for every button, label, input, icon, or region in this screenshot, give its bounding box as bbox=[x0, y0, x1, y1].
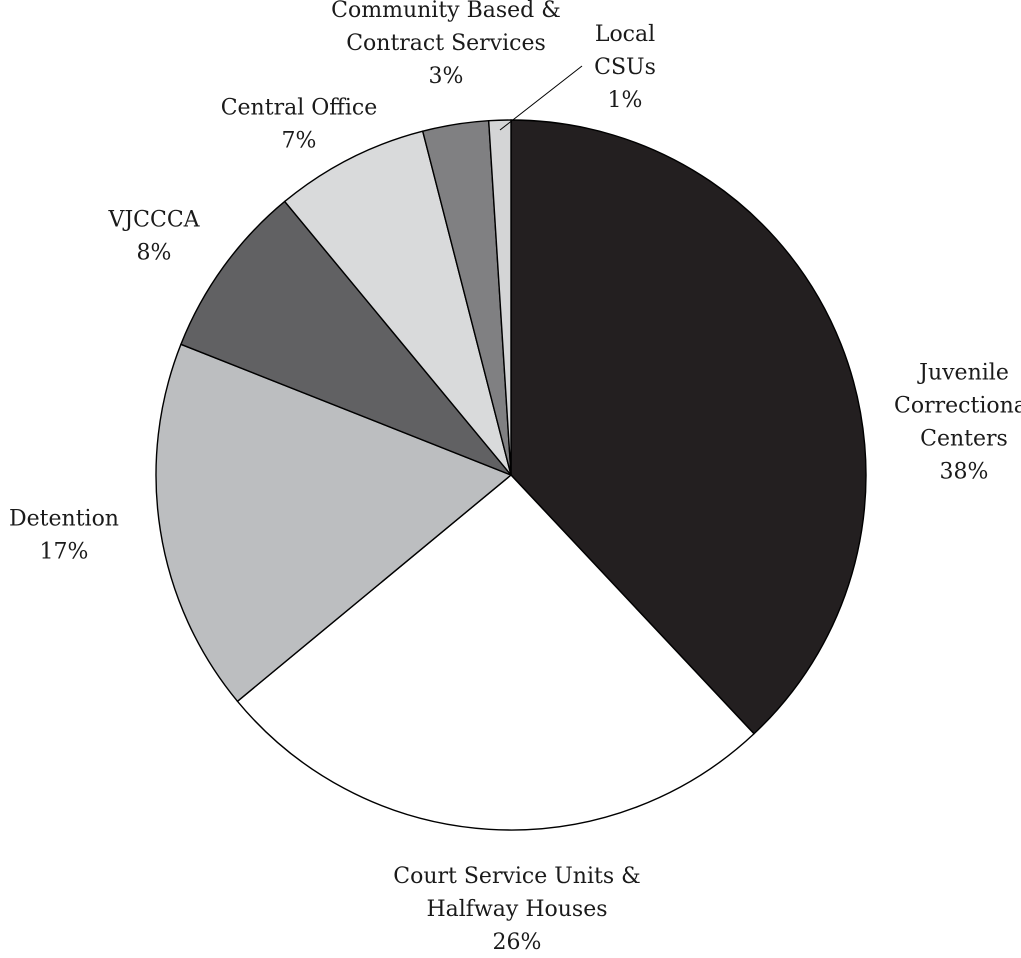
slice-label-3: VJCCCA 8% bbox=[107, 208, 200, 266]
slice-percent-label: 7% bbox=[282, 129, 317, 154]
slice-percent-label: 3% bbox=[429, 64, 464, 89]
pie-slice-3 bbox=[180, 200, 512, 476]
slice-label-5: Community Based & Contract Services 3% bbox=[331, 0, 561, 89]
pie-slice-1 bbox=[236, 474, 755, 831]
pie-labels: Juvenile Correctional Centers 38% Court Serv… bbox=[9, 0, 1021, 955]
slice-category-label: Detention bbox=[9, 507, 119, 532]
slice-percent-label: 26% bbox=[493, 930, 542, 955]
slice-category-label: Community Based & bbox=[331, 0, 561, 23]
slice-label-0: Juvenile Correctional Centers 38% bbox=[894, 361, 1021, 485]
pie-slices bbox=[155, 119, 867, 831]
pie-slice-0 bbox=[510, 119, 867, 735]
slice-category-label: Court Service Units & bbox=[393, 864, 640, 889]
slice-category-label: Juvenile bbox=[917, 361, 1009, 386]
slice-percent-label: 8% bbox=[137, 241, 172, 266]
slice-label-2: Detention 17% bbox=[9, 507, 119, 565]
pie-slice-6 bbox=[488, 119, 512, 476]
slice-category-label: CSUs bbox=[594, 55, 656, 80]
slice-percent-label: 1% bbox=[608, 88, 643, 113]
slice-percent-label: 17% bbox=[40, 540, 89, 565]
slice-category-label: Correctional bbox=[894, 394, 1021, 419]
slice-category-label: Halfway Houses bbox=[426, 897, 607, 922]
slice-category-label: Contract Services bbox=[346, 31, 546, 56]
leader-line bbox=[499, 65, 583, 131]
slice-label-4: Central Office 7% bbox=[221, 96, 378, 154]
slice-percent-label: 38% bbox=[940, 460, 989, 485]
slice-category-label: Centers bbox=[920, 427, 1008, 452]
slice-label-1: Court Service Units & Halfway Houses 26% bbox=[393, 864, 640, 955]
slice-category-label: Local bbox=[595, 22, 655, 47]
pie-slice-2 bbox=[155, 343, 512, 702]
slice-category-label: VJCCCA bbox=[107, 208, 200, 233]
slice-category-label: Central Office bbox=[221, 96, 378, 121]
slice-label-6: Local CSUs 1% bbox=[594, 22, 656, 113]
pie-slice-4 bbox=[284, 130, 512, 476]
